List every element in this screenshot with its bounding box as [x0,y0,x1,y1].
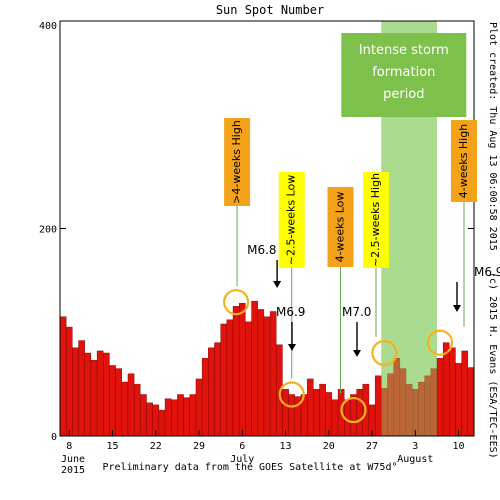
x-tick-label: 13 [280,441,292,452]
bar-2015-07-20 [325,392,333,437]
annotation-box [278,172,305,268]
bar-2015-07-11 [269,311,277,437]
bar-2015-07-04 [226,319,234,437]
month-label: July [230,454,254,465]
event-circle [278,381,305,408]
bar-2015-06-23 [158,409,166,437]
bar-2015-07-28 [374,375,382,437]
annotation-label: 4-weeks Low [334,192,347,263]
bar-2015-06-19 [133,383,141,437]
bar-2015-06-13 [96,350,104,437]
bar-2015-06-15 [109,365,116,437]
annotation-box [224,118,251,206]
bar-2015-07-06 [238,303,246,437]
bar-2015-06-09 [72,347,79,437]
flare-arrowhead [353,350,361,357]
plot-created-text: Plot created: Thu Aug 13 06:00:58 2015 [487,22,498,251]
annotation-box [327,187,354,267]
bar-2015-06-30 [201,357,209,437]
x-tick-label: 20 [323,441,335,452]
flare-label: M7.0 [342,305,371,319]
event-circle [371,339,398,367]
bar-2015-06-27 [183,397,190,437]
bar-2015-06-29 [195,378,203,437]
y-tick-label: 200 [39,225,57,236]
bar-2015-07-03 [220,323,228,437]
bar-2015-07-08 [251,300,258,437]
bar-2015-07-09 [257,309,265,437]
bar-2015-07-07 [245,321,252,437]
bar-2015-07-25 [356,389,363,437]
y-tick-label: 400 [39,21,57,32]
bar-2015-07-01 [208,347,215,437]
month-label: June [61,454,85,465]
bar-2015-08-07 [436,357,444,437]
annotation-label: ~2.5-weeks High [369,173,382,267]
bar-2015-06-08 [65,326,73,437]
bar-2015-06-12 [90,360,98,437]
copyright-text: (c) 2015 H. Evans (ESA/TEC-EES) [487,272,498,459]
bar-2015-07-18 [313,389,320,437]
bar-2015-06-20 [140,394,147,437]
bar-2015-06-10 [78,340,85,437]
annotation-box [363,172,389,268]
x-tick-label: 10 [453,441,465,452]
chart-title: Sun Spot Number [215,3,325,17]
bar-2015-07-24 [350,394,357,437]
bar-2015-06-11 [84,352,92,437]
x-tick-label: 27 [366,441,378,452]
annotation-label: >4-weeks High [230,120,243,204]
month-label: August [397,454,433,465]
x-tick-label: 29 [193,441,205,452]
event-circle [340,396,367,424]
bar-2015-08-09 [449,347,456,437]
x-tick-label: 3 [412,441,418,452]
annotation-box [451,120,477,202]
flare-arrowhead [453,305,461,312]
bar-2015-06-28 [189,394,197,437]
bar-2015-06-17 [121,381,129,437]
x-tick-label: 15 [106,441,118,452]
bar-2015-06-26 [177,394,184,437]
flare-label: M6.8 [247,243,276,257]
annotation-label: 4-weeks High [457,124,470,198]
bar-2015-08-11 [461,350,469,437]
bar-2015-07-02 [214,342,221,437]
bar-2015-06-14 [103,352,110,437]
bar-2015-06-18 [127,373,135,437]
flare-arrowhead [288,344,296,351]
flare-label: M6.9 [474,265,500,279]
month-label: 2015 [61,465,85,476]
footer-note: Preliminary data from the GOES Satellite… [102,462,398,473]
bar-2015-07-19 [319,383,326,437]
bar-2015-08-10 [455,363,462,437]
flare-arrowhead [273,281,282,288]
x-tick-label: 22 [150,441,162,452]
bar-2015-07-21 [331,399,339,437]
bar-2015-08-12 [467,367,475,437]
bar-2015-06-21 [146,402,153,437]
bar-2015-07-17 [306,378,314,437]
bar-2015-08-08 [442,342,450,437]
bar-2015-07-10 [263,316,271,437]
x-tick-label: 8 [66,441,72,452]
bar-2015-06-07 [59,316,67,437]
storm-label-line: formation [372,65,435,80]
bar-2015-07-14 [288,394,296,437]
storm-label-box [341,33,467,117]
flare-label: M6.9 [276,305,305,319]
storm-label-line: Intense storm [359,43,449,58]
bar-2015-06-24 [164,398,172,437]
annotation-label: ~2.5-weeks Low [285,175,298,265]
event-circle [426,329,454,356]
bar-2015-06-25 [171,399,178,437]
event-circle [223,289,250,316]
x-tick-label: 6 [239,441,245,452]
y-tick-label: 0 [51,432,57,443]
bar-2015-07-05 [232,306,240,437]
bar-2015-06-16 [115,368,122,437]
bar-2015-07-13 [282,389,289,437]
storm-label-line: period [383,87,424,102]
